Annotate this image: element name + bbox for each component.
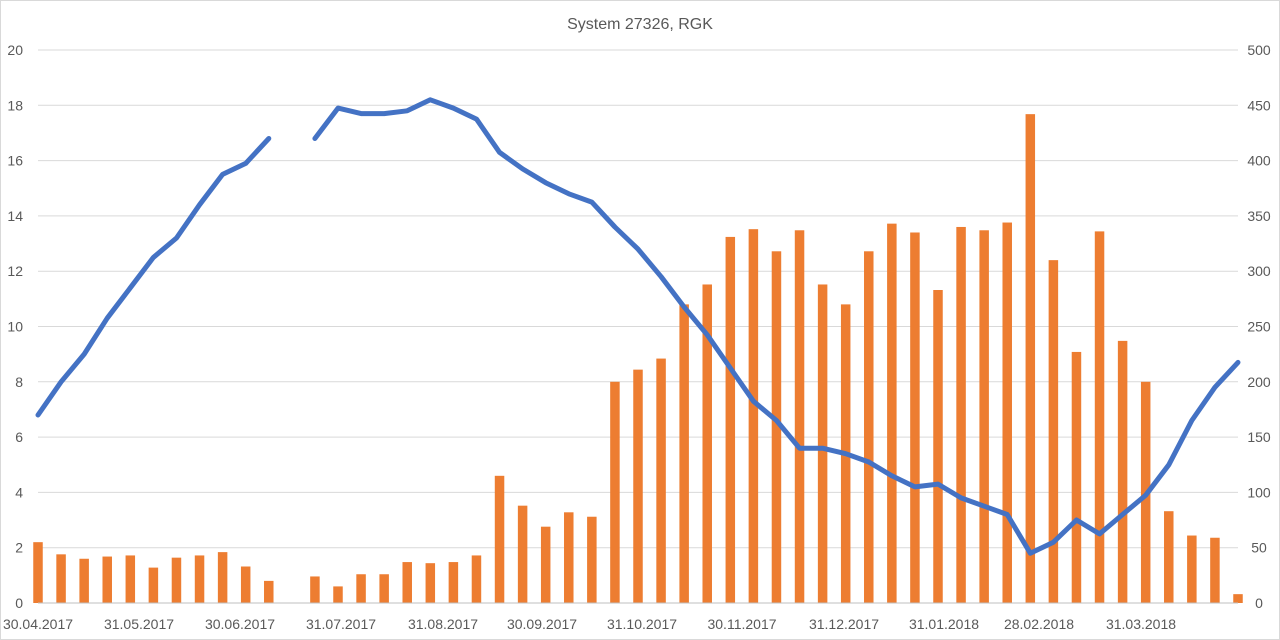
bar-series <box>33 114 1243 604</box>
bar <box>817 284 828 603</box>
bar <box>310 576 320 603</box>
bar <box>725 236 736 603</box>
bar <box>979 230 989 603</box>
bar <box>471 555 482 603</box>
bar <box>910 232 920 604</box>
x-axis: 30.04.2017 31.05.2017 30.06.2017 31.07.2017… <box>3 602 1238 632</box>
right-axis-tick-label: 200 <box>1247 374 1271 390</box>
right-axis-tick-label: 150 <box>1247 429 1271 445</box>
bar <box>702 284 712 603</box>
x-axis-tick-label: 28.02.2018 <box>1004 616 1074 632</box>
bar <box>448 562 459 603</box>
x-axis-tick-label: 31.01.2018 <box>909 616 979 632</box>
left-axis-tick-label: 10 <box>7 319 23 335</box>
right-y-axis: 0 50 100 150 200 250 300 350 400 450 500 <box>1247 42 1271 611</box>
left-axis-tick-label: 14 <box>7 208 23 224</box>
x-axis-tick-label: 31.10.2017 <box>607 616 677 632</box>
chart-title: System 27326, RGK <box>567 16 713 33</box>
x-axis-tick-label: 31.07.2017 <box>306 616 376 632</box>
bar <box>1210 537 1220 603</box>
bar <box>1164 511 1174 603</box>
left-axis-tick-label: 12 <box>7 263 23 279</box>
left-axis-tick-label: 20 <box>7 42 23 58</box>
x-axis-tick-label: 31.03.2018 <box>1106 616 1176 632</box>
line-series <box>35 97 1241 556</box>
bar <box>794 230 805 603</box>
bar <box>494 475 505 603</box>
right-axis-tick-label: 50 <box>1251 540 1267 556</box>
right-axis-tick-label: 100 <box>1247 484 1271 500</box>
bar <box>679 304 689 603</box>
bar <box>1025 114 1036 603</box>
x-axis-tick-label: 30.04.2017 <box>3 616 73 632</box>
x-axis-tick-label: 30.06.2017 <box>205 616 275 632</box>
right-axis-tick-label: 0 <box>1255 595 1263 611</box>
bar <box>217 552 228 603</box>
bar <box>1002 222 1012 603</box>
bar <box>656 358 666 603</box>
right-axis-tick-label: 500 <box>1247 42 1271 58</box>
right-axis-tick-label: 250 <box>1247 319 1271 335</box>
bar <box>933 290 943 603</box>
x-axis-tick-label: 31.12.2017 <box>809 616 879 632</box>
left-axis-tick-label: 4 <box>15 484 23 500</box>
x-axis-tick-label: 31.05.2017 <box>104 616 174 632</box>
bar <box>1048 260 1059 603</box>
bar <box>56 554 66 603</box>
bar <box>171 557 182 603</box>
line-segment <box>35 136 272 418</box>
bar <box>240 566 251 603</box>
bar <box>771 251 782 604</box>
x-axis-tick-label: 30.11.2017 <box>707 616 776 632</box>
bar <box>194 555 205 603</box>
bar <box>610 381 620 603</box>
left-axis-tick-label: 18 <box>7 97 23 113</box>
left-y-axis: 0 2 4 6 8 10 12 14 16 18 20 <box>7 42 23 611</box>
bar <box>264 580 274 603</box>
bar <box>33 542 43 603</box>
bar <box>1071 351 1082 603</box>
x-axis-tick-label: 30.09.2017 <box>507 616 577 632</box>
bar <box>125 555 136 603</box>
bar <box>79 558 89 603</box>
left-axis-tick-label: 6 <box>15 429 23 445</box>
left-axis-tick-label: 8 <box>15 374 23 390</box>
right-axis-tick-label: 400 <box>1247 153 1271 169</box>
bar <box>1187 535 1197 603</box>
bar <box>540 526 551 603</box>
bar <box>956 226 966 603</box>
left-axis-tick-label: 16 <box>7 153 23 169</box>
bar <box>356 574 366 603</box>
line-segment <box>312 97 1241 556</box>
bar <box>633 369 643 603</box>
bar <box>564 512 574 603</box>
left-axis-tick-label: 2 <box>15 540 23 556</box>
x-axis-tick-label: 31.08.2017 <box>408 616 478 632</box>
right-axis-tick-label: 300 <box>1247 263 1271 279</box>
right-axis-tick-label: 450 <box>1247 97 1271 113</box>
bar <box>864 251 874 604</box>
bar <box>402 562 412 603</box>
right-axis-tick-label: 350 <box>1247 208 1271 224</box>
bar <box>1094 231 1105 603</box>
bar <box>379 574 389 603</box>
bar <box>517 505 528 603</box>
bar <box>587 516 597 603</box>
bar <box>425 563 436 603</box>
bar <box>148 567 159 603</box>
bar <box>887 223 897 603</box>
bar <box>1233 594 1243 603</box>
bar <box>1117 340 1128 603</box>
bar <box>748 229 759 603</box>
bar <box>333 586 343 603</box>
left-axis-tick-label: 0 <box>15 595 23 611</box>
bar <box>102 556 112 603</box>
